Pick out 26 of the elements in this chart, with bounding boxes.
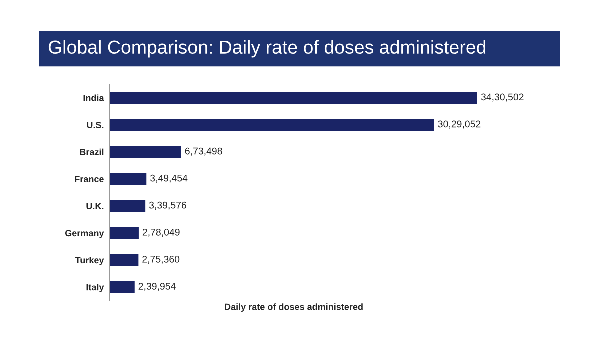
y-tick-label: India [84, 94, 104, 102]
y-tick-label: U.S. [87, 122, 104, 128]
y-tick-label: France [75, 176, 104, 182]
x-axis-title: Daily rate of doses administered [225, 304, 363, 312]
bar [110, 144, 183, 160]
data-label: 30,29,052 [438, 120, 481, 129]
chart-title: Global Comparison: Daily rate of doses administered [48, 40, 486, 58]
data-label: 34,30,502 [481, 94, 524, 102]
y-tick-label: U.K. [86, 203, 104, 210]
y-tick-label: Brazil [80, 148, 104, 156]
data-label: 3,39,576 [149, 202, 186, 210]
bar [110, 118, 436, 133]
data-label: 6,73,498 [185, 148, 222, 156]
bar [110, 198, 147, 214]
data-label: 2,78,049 [142, 228, 180, 237]
data-label: 3,49,454 [150, 174, 188, 183]
y-tick-label: Germany [65, 230, 104, 238]
bar [110, 172, 148, 187]
bar [110, 280, 136, 295]
data-label: 2,75,360 [142, 256, 180, 264]
data-label: 2,39,954 [138, 283, 176, 292]
bar [110, 90, 478, 106]
y-tick-label: Turkey [75, 256, 104, 266]
y-tick-label: Italy [86, 284, 104, 292]
bar [110, 252, 140, 268]
bar [110, 226, 140, 241]
